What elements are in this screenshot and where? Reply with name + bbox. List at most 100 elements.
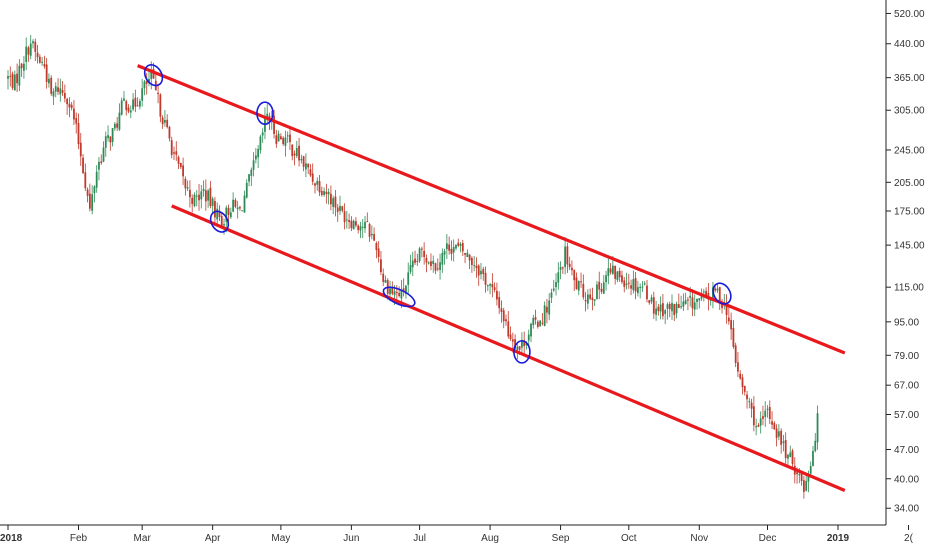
candle <box>325 183 328 204</box>
price-axis[interactable]: 520.00 440.00 365.00 305.00 245.00 205.00 175.… <box>886 9 925 515</box>
price-tick-label: 57.00 <box>894 410 919 421</box>
candle-body <box>584 299 587 302</box>
candle-body <box>214 201 216 218</box>
candle <box>555 273 557 296</box>
touch-point-marker[interactable] <box>710 280 735 307</box>
candle-body <box>521 339 523 348</box>
candle-body <box>361 226 364 228</box>
candle-body <box>395 292 398 294</box>
candle-body <box>100 161 103 164</box>
candle-body <box>812 451 814 467</box>
candle-body <box>800 472 803 481</box>
candle-body <box>530 323 532 337</box>
candle-body <box>200 191 203 200</box>
candle-body <box>493 287 496 291</box>
candle-body <box>621 275 623 282</box>
candle <box>45 57 48 89</box>
candle-body <box>223 224 225 226</box>
candle <box>675 301 678 319</box>
candle <box>29 35 32 60</box>
candle-body <box>689 295 692 298</box>
candle-body <box>787 454 789 459</box>
candle <box>541 313 544 326</box>
candle <box>671 294 673 320</box>
candle-body <box>627 282 630 284</box>
candle-body <box>159 94 162 117</box>
candle-body <box>518 346 521 350</box>
candle-body <box>102 147 105 162</box>
candle-body <box>236 207 239 210</box>
candle-body <box>91 194 94 211</box>
candle-body <box>607 268 610 276</box>
candle-body <box>734 345 737 363</box>
candle-body <box>618 270 621 278</box>
candle-body <box>411 260 414 268</box>
candle <box>423 242 426 265</box>
candle-body <box>227 207 230 215</box>
candle-body <box>357 225 360 230</box>
candle-body <box>805 481 808 491</box>
candle <box>580 272 582 288</box>
candle <box>600 283 603 294</box>
candle-body <box>571 267 573 271</box>
candle-body <box>9 75 12 77</box>
candle-body <box>309 169 312 176</box>
candle-body <box>391 286 394 294</box>
touch-point-marker[interactable] <box>141 62 166 89</box>
candle-body <box>691 297 694 309</box>
candle <box>189 180 191 208</box>
price-tick-label: 175.00 <box>894 207 925 218</box>
candle <box>445 234 448 260</box>
upper-channel-line[interactable] <box>137 64 846 355</box>
candle <box>480 262 482 280</box>
candle-body <box>809 466 812 474</box>
candle-body <box>448 244 451 251</box>
candle <box>68 97 71 118</box>
candle-body <box>13 74 16 91</box>
candle-body <box>170 140 173 155</box>
candle-body <box>648 300 651 303</box>
candle-body <box>505 319 507 322</box>
candle <box>209 180 212 209</box>
candle <box>414 250 416 266</box>
candle-body <box>25 46 28 62</box>
touch-point-marker[interactable] <box>513 340 531 364</box>
candle <box>141 78 144 107</box>
candle <box>748 397 751 409</box>
candle-body <box>759 418 762 426</box>
price-tick-label: 245.00 <box>894 145 925 156</box>
time-tick-label: 2019 <box>827 533 850 544</box>
candle <box>500 300 503 323</box>
touch-point-marker[interactable] <box>256 101 274 126</box>
candle-body <box>684 300 687 305</box>
candle-body <box>279 136 282 140</box>
candle-body <box>500 308 503 312</box>
candle <box>275 129 278 148</box>
candle <box>148 69 150 87</box>
candle <box>23 55 25 79</box>
candle <box>316 177 319 191</box>
candle <box>359 221 362 239</box>
candle <box>179 162 182 170</box>
candle <box>791 448 794 468</box>
candle-body <box>266 113 269 119</box>
candle <box>173 146 175 160</box>
candle-body <box>359 226 362 231</box>
time-axis[interactable]: 2018 Feb Mar Apr May Jun Jul Aug Sep Oct Nov Dec 201… <box>0 525 914 544</box>
candle-body <box>489 284 491 286</box>
touch-point-marker[interactable] <box>207 208 232 235</box>
candle <box>186 180 189 192</box>
candle <box>239 205 241 211</box>
candle <box>482 266 485 281</box>
touch-point-marker[interactable] <box>381 283 418 310</box>
candle <box>184 176 187 196</box>
candle <box>195 190 198 207</box>
candle <box>125 99 128 116</box>
candle-body <box>636 287 639 294</box>
candle <box>11 71 14 91</box>
candle <box>380 251 382 276</box>
candle-body <box>143 81 146 89</box>
lower-channel-line[interactable] <box>171 204 846 492</box>
